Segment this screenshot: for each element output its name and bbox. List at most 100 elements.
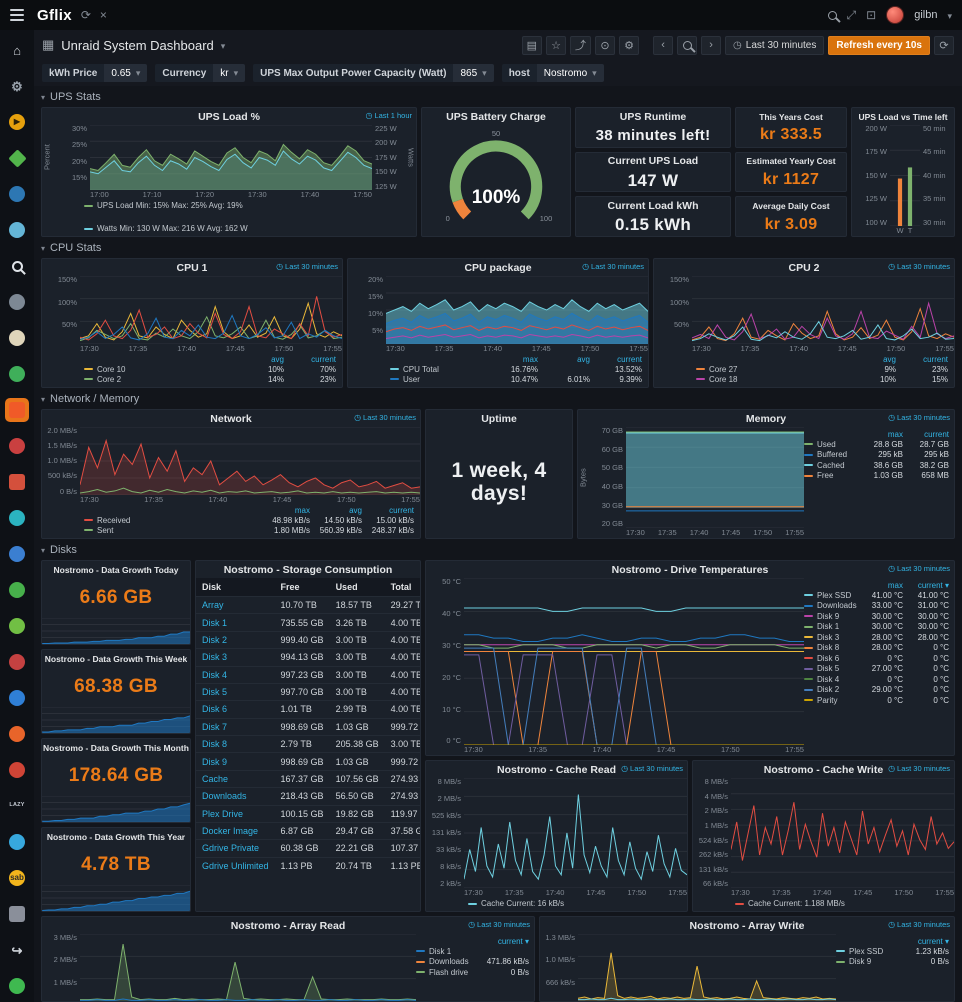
legend-series-name[interactable]: Cached (804, 461, 857, 470)
memory-chart[interactable]: Bytes 70 GB 60 GB 50 GB 40 GB 30 GB 20 GB 17:30… (578, 426, 804, 537)
legend-item[interactable]: Cache Current: 1.188 MB/s (735, 899, 845, 908)
cache-write-chart[interactable]: 8 MB/s 4 MB/s 2 MB/s 1 MB/s 524 kB/s 262 kB/s… (698, 777, 954, 897)
disk-link[interactable]: Disk 6 (196, 700, 275, 719)
row-network-memory[interactable]: Network / Memory (41, 392, 955, 405)
legend-series-name[interactable]: Disk 2 (804, 685, 857, 694)
panel-title[interactable]: CPU 1 (176, 261, 208, 274)
disk-link[interactable]: Gdrive Private (196, 839, 275, 858)
sidebar-app-item[interactable] (5, 902, 29, 926)
panel-time-range[interactable]: ◷ Last 30 minutes (888, 764, 950, 773)
panel-title[interactable]: Memory (745, 412, 787, 425)
panel-title[interactable]: Nostromo - Array Write (689, 919, 805, 932)
star-dashboard-button[interactable]: ☆ (546, 35, 567, 55)
disk-link[interactable]: Disk 9 (196, 752, 275, 771)
sidebar-app-item[interactable]: ⚙ (5, 74, 29, 98)
sidebar-app-item[interactable] (5, 326, 29, 350)
variable-value-dropdown[interactable]: kr (213, 64, 246, 82)
row-disks[interactable]: Disks (41, 543, 955, 556)
sidebar-app-item[interactable] (5, 758, 29, 782)
legend-item[interactable]: Watts Min: 130 W Max: 216 W Avg: 162 W (84, 224, 248, 233)
sidebar-app-item[interactable] (5, 398, 29, 422)
sidebar-app-item[interactable] (5, 830, 29, 854)
sidebar-app-item[interactable] (5, 506, 29, 530)
legend-sort-header[interactable]: avg (349, 505, 362, 515)
legend-series-name[interactable]: Received (84, 516, 258, 525)
panel-title[interactable]: Nostromo - Storage Consumption (223, 563, 393, 576)
legend-series-name[interactable]: Core 2 (84, 375, 180, 384)
sidebar-app-item[interactable]: LAZY (5, 794, 29, 818)
legend-sort-header[interactable]: max (294, 505, 310, 515)
panel-title[interactable]: Nostromo - Cache Write (763, 763, 884, 776)
sidebar-app-item[interactable] (5, 146, 29, 170)
sidebar-app-item[interactable]: ⌂ (5, 38, 29, 62)
legend-sort-header[interactable]: avg (883, 354, 896, 364)
dashboards-grid-icon[interactable]: ▦ (42, 37, 55, 52)
disk-link[interactable]: Downloads (196, 787, 275, 805)
legend-sort-header[interactable]: current (923, 354, 948, 364)
disk-link[interactable]: Plex Drive (196, 804, 275, 823)
legend-item[interactable]: UPS Load Min: 15% Max: 25% Avg: 19% (84, 201, 243, 210)
sidebar-app-item[interactable] (5, 974, 29, 998)
legend-sort-header[interactable]: max (522, 354, 538, 364)
sidebar-app-item[interactable] (5, 722, 29, 746)
refresh-button[interactable]: ⟳ (934, 35, 954, 55)
hamburger-menu-icon[interactable] (10, 9, 24, 21)
network-chart[interactable]: 2.0 MB/s 1.5 MB/s 1.0 MB/s 500 kB/s 0 B/s 17:… (47, 426, 420, 504)
panel-time-range[interactable]: ◷ Last 30 minutes (888, 564, 950, 573)
sidebar-app-item[interactable] (5, 686, 29, 710)
legend-sort-header[interactable]: current (617, 354, 642, 364)
sync-icon[interactable]: ⟳ (80, 8, 91, 22)
legend-series-name[interactable]: Core 10 (84, 365, 180, 374)
legend-series-name[interactable]: Sent (84, 526, 258, 535)
user-avatar[interactable] (886, 6, 905, 24)
array-write-chart[interactable]: 1.3 MB/s 1.0 MB/s 666 kB/s (540, 934, 836, 1001)
dashboard-settings-button[interactable]: ⚙ (619, 35, 640, 55)
cpu-package-chart[interactable]: 20% 15% 10% 5% 17:30 17:35 17:40 17:45 17:50 17:5… (367, 275, 648, 353)
legend-series-name[interactable]: Core 27 (696, 365, 792, 374)
disk-link[interactable]: Disk 1 (196, 613, 275, 632)
table-column-header[interactable]: Free (274, 578, 330, 597)
sidebar-app-item[interactable] (5, 218, 29, 242)
panel-title[interactable]: Nostromo - Array Read (230, 919, 346, 932)
time-picker[interactable]: ◷ Last 30 minutes (725, 35, 825, 55)
legend-sort-header[interactable]: current ▾ (497, 936, 529, 946)
panel-title[interactable]: Estimated Yearly Cost (746, 156, 836, 167)
panel-title[interactable]: CPU 2 (788, 261, 820, 274)
sidebar-app-item[interactable] (5, 182, 29, 206)
panel-title[interactable]: UPS Load % (198, 110, 260, 123)
table-column-header[interactable]: Disk (196, 578, 275, 597)
panel-title[interactable]: Nostromo - Data Growth This Month (43, 742, 189, 753)
sidebar-app-item[interactable]: ↪ (5, 938, 29, 962)
time-back-button[interactable]: ‹ (653, 35, 674, 55)
disk-link[interactable]: Disk 5 (196, 682, 275, 701)
sidebar-app-item[interactable] (5, 362, 29, 386)
panel-title[interactable]: Nostromo - Data Growth This Week (44, 653, 188, 664)
variable-value-dropdown[interactable]: 865 (453, 64, 494, 82)
dashboard-picker-caret-icon[interactable] (221, 36, 226, 54)
sidebar-app-item[interactable] (5, 578, 29, 602)
variable-value-dropdown[interactable]: 0.65 (104, 64, 148, 82)
panel-title[interactable]: Nostromo - Cache Read (496, 763, 617, 776)
username[interactable]: gilbn (914, 9, 938, 21)
legend-sort-header[interactable]: current ▾ (917, 936, 949, 946)
legend-series-name[interactable]: Downloads (416, 957, 471, 966)
panel-time-range[interactable]: ◷ Last 30 minutes (888, 262, 950, 271)
time-forward-button[interactable]: › (701, 35, 722, 55)
legend-sort-header[interactable]: current ▾ (917, 580, 949, 590)
add-panel-button[interactable]: ▤ (521, 35, 543, 55)
legend-sort-header[interactable]: current (389, 505, 414, 515)
sidebar-app-item[interactable] (5, 254, 29, 278)
panel-title[interactable]: Current UPS Load (607, 155, 699, 168)
legend-series-name[interactable]: Disk 9 (804, 612, 857, 621)
legend-series-name[interactable]: Free (804, 471, 857, 480)
panel-title[interactable]: Average Daily Cost (752, 200, 830, 211)
panel-title[interactable]: Nostromo - Drive Temperatures (611, 563, 769, 576)
panel-title[interactable]: Network (210, 412, 252, 425)
sidebar-app-item[interactable] (5, 614, 29, 638)
legend-series-name[interactable]: Disk 3 (804, 633, 857, 642)
panel-time-range[interactable]: ◷ Last 30 minutes (582, 262, 644, 271)
legend-series-name[interactable]: Disk 5 (804, 664, 857, 673)
panel-time-range[interactable]: ◷ Last 1 hour (365, 111, 412, 120)
row-ups-stats[interactable]: UPS Stats (41, 90, 955, 103)
sidebar-app-item[interactable] (5, 542, 29, 566)
